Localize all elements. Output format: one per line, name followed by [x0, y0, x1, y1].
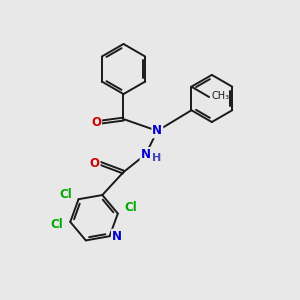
- Text: O: O: [90, 157, 100, 170]
- Text: O: O: [91, 116, 101, 128]
- Text: CH₃: CH₃: [212, 91, 230, 100]
- Text: Cl: Cl: [125, 201, 137, 214]
- Text: N: N: [152, 124, 162, 137]
- Text: Cl: Cl: [51, 218, 63, 231]
- Text: Cl: Cl: [59, 188, 72, 201]
- Text: N: N: [112, 230, 122, 243]
- Text: N: N: [141, 148, 151, 161]
- Text: H: H: [152, 153, 161, 163]
